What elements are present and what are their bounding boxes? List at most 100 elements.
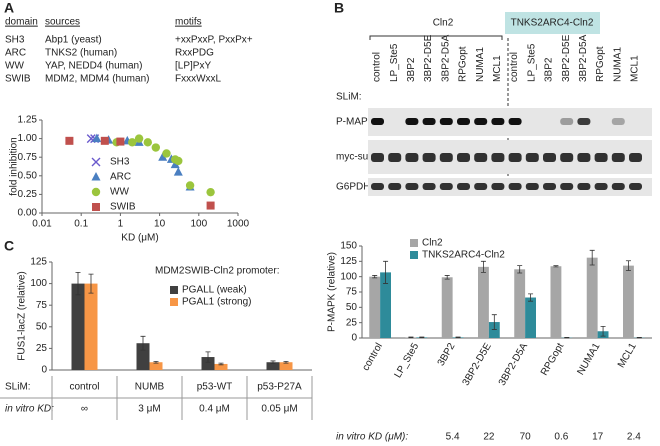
lane-label: MCL1 [630, 55, 641, 82]
slim-label: SLiM: [5, 382, 31, 393]
x-tick-label: p53-WT [197, 382, 233, 393]
blot-band [543, 183, 556, 190]
x-tick-label: p53-P27A [257, 382, 302, 393]
legend-swatch [170, 298, 178, 306]
kd-value: 5.4 [446, 432, 460, 443]
bar [525, 297, 536, 338]
table-header: sources [45, 17, 80, 28]
point [91, 187, 101, 197]
blot-band [405, 118, 419, 125]
table-cell: YAP, NEDD4 (human) [45, 61, 142, 72]
group-label: Cln2 [433, 18, 454, 29]
y-tick-label: 100 [30, 278, 47, 289]
x-tick-label: 3BP2-D5A [497, 341, 530, 388]
table-cell: MDM2, MDM4 (human) [45, 74, 149, 85]
kd-value: 0.05 μM [261, 404, 297, 415]
bar [279, 362, 293, 370]
error-bar [408, 336, 414, 339]
table-cell: TNKS2 (human) [45, 48, 117, 59]
blot-band [422, 153, 436, 162]
error-bar [153, 360, 159, 364]
y-tick-label: 1.25 [18, 115, 38, 126]
blot-band [525, 183, 539, 190]
bar [441, 277, 453, 338]
blot-band [491, 153, 505, 162]
y-tick-label: 25 [36, 343, 48, 354]
error-bar [491, 314, 497, 330]
bar [514, 269, 526, 338]
blot-band [594, 153, 608, 162]
point [128, 138, 137, 147]
lane-label: 3BP2-D5E [423, 34, 434, 82]
error-bar [205, 351, 211, 363]
kd-value: 0.4 μM [199, 404, 230, 415]
x-tick-label: control [69, 382, 99, 393]
blot-band [457, 183, 470, 190]
blot-band [560, 118, 574, 125]
blot-band [439, 153, 453, 162]
panel-label: A [4, 0, 14, 16]
legend-swatch [410, 251, 418, 259]
table-cell: SH3 [5, 35, 25, 46]
legend-label: PGALL (weak) [182, 285, 247, 296]
lane-label: control [509, 52, 520, 82]
blot-band [371, 153, 384, 162]
point [91, 157, 101, 167]
bar [214, 363, 228, 370]
legend-label: WW [110, 187, 129, 198]
bar [149, 362, 163, 370]
blot-band [525, 153, 539, 162]
point [143, 138, 152, 147]
blot-band [543, 153, 556, 162]
blot-band [508, 118, 522, 125]
point [92, 203, 100, 211]
panel-label: C [4, 238, 14, 254]
blot-band [611, 183, 625, 190]
blot-band [491, 183, 505, 190]
blot-band [371, 118, 384, 125]
y-tick-label: 125 [30, 257, 47, 268]
point [116, 137, 125, 146]
point [91, 172, 101, 181]
kd-value: 0.6 [554, 432, 568, 443]
blot-band [474, 183, 488, 190]
y-axis-label: fold inhibition [9, 137, 20, 195]
error-bar [444, 275, 450, 280]
error-bar [564, 336, 570, 339]
table-header: motifs [175, 17, 202, 28]
point [151, 143, 161, 152]
y-tick-label: 0 [41, 365, 47, 376]
blot-row-label: myc-substrate [336, 152, 399, 163]
x-tick-label: NUMB [135, 382, 165, 393]
lane-label: 3BP2-D5A [578, 34, 589, 82]
bar [201, 357, 215, 370]
x-tick-label: NUMA1 [575, 341, 602, 377]
kd-label: in vitro KD (μM): [336, 432, 408, 443]
error-bar [625, 260, 631, 271]
table-cell: FxxxWxxL [175, 74, 222, 85]
legend-label: ARC [110, 172, 131, 183]
point [170, 159, 180, 169]
kd-value: 70 [520, 432, 532, 443]
lane-label: 3BP2 [544, 57, 555, 82]
blot-band [577, 118, 591, 125]
error-bar [75, 271, 81, 296]
x-tick-label: RPGopt [539, 341, 566, 377]
point [158, 152, 168, 161]
table-header: domain [5, 17, 38, 28]
blot-band [594, 183, 608, 190]
blot-band [474, 153, 488, 162]
error-bar [480, 260, 486, 273]
group-bracket [369, 35, 503, 40]
blot-band [629, 183, 642, 190]
y-tick-label: 0.50 [18, 170, 38, 181]
point [65, 136, 74, 145]
blot-band [629, 153, 642, 162]
blot-band [560, 153, 574, 162]
blot-row-label: G6PDH [336, 182, 370, 193]
bar [380, 272, 391, 338]
y-axis-label: P-MAPK (relative) [327, 252, 338, 332]
lane-label: MCL1 [492, 55, 503, 82]
lane-label: NUMA1 [475, 47, 486, 82]
error-bar [528, 293, 534, 302]
